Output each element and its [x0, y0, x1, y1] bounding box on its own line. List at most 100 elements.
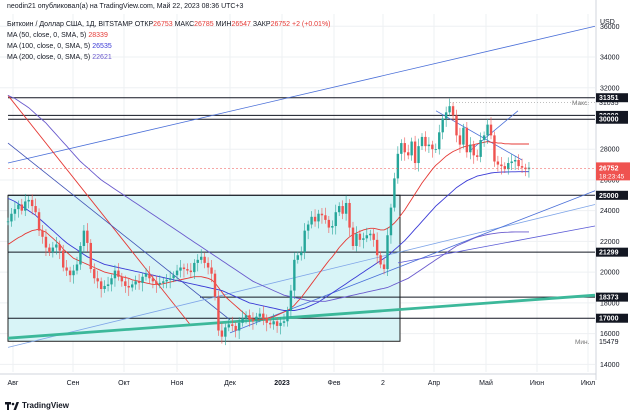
candle-body — [348, 202, 351, 228]
time-tick-label: Май — [479, 379, 493, 387]
candle-body — [465, 127, 469, 153]
candle-body — [200, 256, 203, 260]
candle-body — [89, 242, 92, 270]
price-tick-label: 22000 — [600, 239, 620, 246]
candle-body — [127, 285, 130, 288]
candle-body — [379, 255, 382, 265]
candle-body — [424, 136, 427, 147]
candle-body — [72, 270, 75, 276]
candle-body — [396, 153, 400, 179]
candle-body — [96, 278, 99, 282]
candle-body — [403, 143, 406, 153]
level-price-tag — [596, 313, 628, 323]
candle-body — [382, 264, 386, 270]
candle-body — [334, 212, 337, 227]
ma-line-2 — [7, 94, 529, 302]
candle-body — [496, 161, 500, 165]
candle-body — [507, 163, 510, 170]
time-tick-label: 2 — [381, 380, 385, 387]
low-value: 26547 — [231, 21, 251, 28]
candle-body — [417, 146, 420, 164]
candle-body — [182, 267, 186, 270]
candle-body — [427, 144, 431, 147]
time-tick-label: Июн — [530, 380, 544, 387]
candle-body — [213, 273, 217, 297]
ma50-value: 28339 — [88, 32, 108, 39]
candle-body — [486, 124, 489, 136]
candle-body — [13, 209, 17, 214]
candle-body — [206, 262, 210, 268]
candle-body — [103, 285, 106, 290]
ma-line-0 — [7, 141, 529, 321]
candle-body — [331, 226, 334, 228]
candle-body — [20, 204, 23, 211]
trend-line-blue-down — [7, 142, 231, 321]
candle-body — [327, 219, 331, 228]
price-tick-label: 24000 — [600, 208, 620, 215]
ma50-legend[interactable]: MA (50, close, 0, SMA, 5) 28339 — [7, 32, 110, 39]
candle-body — [503, 166, 506, 170]
candle-body — [93, 269, 96, 279]
tradingview-logo-icon — [5, 401, 19, 410]
candle-body — [275, 321, 279, 326]
level-price-tag — [596, 93, 628, 103]
candle-body — [389, 207, 393, 236]
candle-body — [75, 264, 79, 271]
level-price-tag — [596, 114, 628, 124]
time-tick-label: 2023 — [274, 380, 290, 387]
trend-line-support — [7, 293, 596, 340]
candle-body — [362, 238, 365, 240]
candle-body — [413, 141, 417, 164]
current-price-timer: 18:23:45 — [599, 173, 625, 180]
time-tick-label: Апр — [428, 380, 440, 387]
candle-body — [27, 199, 30, 202]
candle-body — [24, 201, 27, 211]
time-tick-label: Дек — [224, 380, 237, 387]
candle-body — [55, 244, 58, 248]
candle-body — [217, 296, 220, 331]
level-price-label: 30000 — [599, 117, 619, 124]
candle-body — [237, 322, 241, 331]
candle-body — [372, 233, 375, 240]
symbol-name: Биткоин / Доллар США, 1Д, BITSTAMP — [7, 21, 133, 28]
level-price-tag — [596, 292, 628, 302]
moving-averages — [7, 94, 529, 321]
candle-body — [48, 247, 51, 253]
candle-body — [17, 204, 20, 210]
price-tick-label: 14000 — [600, 362, 620, 369]
time-axis: Авг Сен Окт Ноя Дек 2023 Фев 2 Апр Май Июн Июл — [0, 373, 596, 387]
candle-body — [272, 321, 275, 325]
author-line: neodin21 опубликовал(а) на TradingView.c… — [7, 3, 244, 10]
candle-body — [30, 199, 34, 207]
candle-body — [158, 282, 161, 285]
candle-body — [265, 318, 268, 323]
candle-body — [365, 235, 368, 239]
candle-body — [51, 247, 55, 253]
candle-body — [248, 315, 251, 320]
candle-body — [134, 281, 137, 285]
candle-body — [431, 144, 434, 150]
footer: TradingView — [5, 401, 69, 410]
ma200-legend[interactable]: MA (200, close, 0, SMA, 5) 22621 — [7, 54, 114, 61]
ma100-legend[interactable]: MA (100, close, 0, SMA, 5) 26535 — [7, 43, 114, 50]
candle-body — [189, 270, 193, 273]
price-tick-label: 18000 — [600, 300, 620, 307]
candle-body — [438, 132, 441, 150]
ma200-value: 22621 — [92, 54, 112, 61]
candle-body — [86, 230, 89, 243]
candle-body — [168, 278, 172, 280]
candle-body — [220, 330, 224, 337]
candle-body — [451, 106, 455, 116]
candle-body — [165, 279, 168, 282]
change-value: +2 (+0.01%) — [291, 21, 331, 28]
high-value: 26785 — [194, 21, 214, 28]
candle-body — [289, 290, 293, 311]
currency-label: USD — [600, 19, 615, 26]
candle-body — [441, 118, 444, 133]
candle-body — [317, 213, 320, 222]
time-tick-label: Июл — [581, 380, 595, 387]
candle-body — [386, 235, 389, 270]
level-price-label: 31351 — [599, 95, 619, 102]
